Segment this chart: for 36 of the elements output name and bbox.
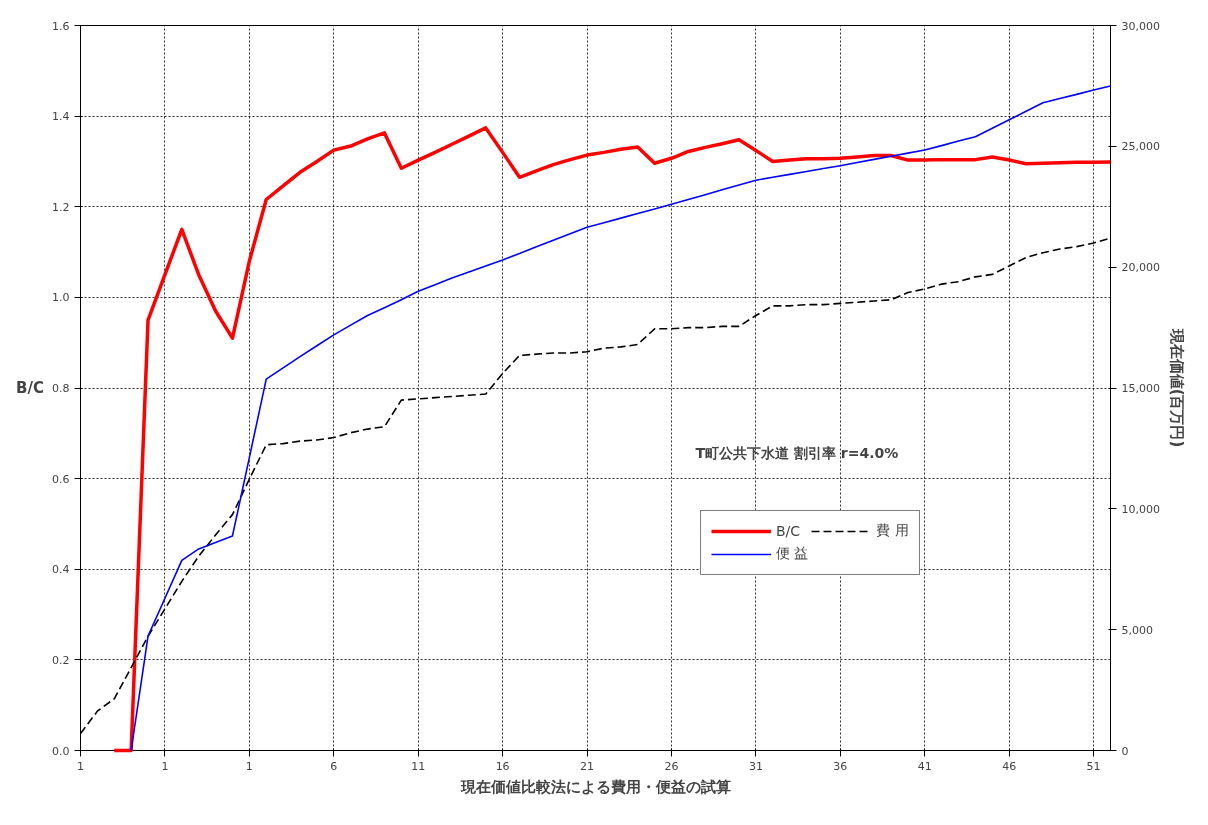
- y2-tick-label: 25,000: [1121, 140, 1160, 154]
- y-tick-label: 1.6: [52, 19, 70, 33]
- x-tick-label: 1: [161, 759, 169, 773]
- y-tick-label: 1.4: [52, 110, 70, 124]
- y-axis-title: B/C: [16, 379, 45, 397]
- y-tick-label: 0.4: [52, 563, 70, 577]
- x-tick-label: 31: [748, 759, 763, 773]
- y-tick-label: 0.0: [52, 744, 70, 758]
- x-tick-label: 41: [917, 759, 932, 773]
- x-tick-label: 36: [833, 759, 848, 773]
- y2-tick-label: 20,000: [1121, 261, 1160, 275]
- x-tick-label: 51: [1086, 759, 1101, 773]
- y-tick-label: 1.0: [52, 291, 70, 305]
- x-tick-label: 16: [495, 759, 510, 773]
- legend-label: 費 用: [876, 522, 909, 540]
- x-tick-label: 6: [330, 759, 338, 773]
- x-tick-label: 26: [664, 759, 679, 773]
- x-tick-label: 1: [245, 759, 253, 773]
- y2-tick-label: 10,000: [1121, 502, 1160, 516]
- x-tick-label: 1: [77, 759, 84, 773]
- x-tick-label: 11: [411, 759, 426, 773]
- legend-label: 便 益: [776, 545, 809, 563]
- x-tick-label: 46: [1002, 759, 1017, 773]
- y2-axis-title: 現在価値(百万円): [1167, 327, 1186, 448]
- y-tick-label: 0.8: [52, 382, 70, 395]
- y2-tick-label: 0: [1121, 744, 1129, 758]
- x-tick-label: 21: [580, 759, 595, 773]
- y2-tick-label: 5,000: [1121, 623, 1153, 637]
- y-tick-label: 0.6: [52, 472, 70, 486]
- y-tick-label: 1.2: [52, 200, 70, 214]
- y-tick-label: 0.2: [52, 653, 70, 667]
- legend-label: B/C: [776, 523, 801, 539]
- y2-tick-label: 15,000: [1121, 382, 1160, 395]
- annotation: T町公共下水道 割引率 r=4.0%: [695, 444, 899, 461]
- y2-tick-label: 30,000: [1121, 19, 1160, 33]
- x-axis-title: 現在価値比較法による費用・便益の試算: [459, 777, 731, 796]
